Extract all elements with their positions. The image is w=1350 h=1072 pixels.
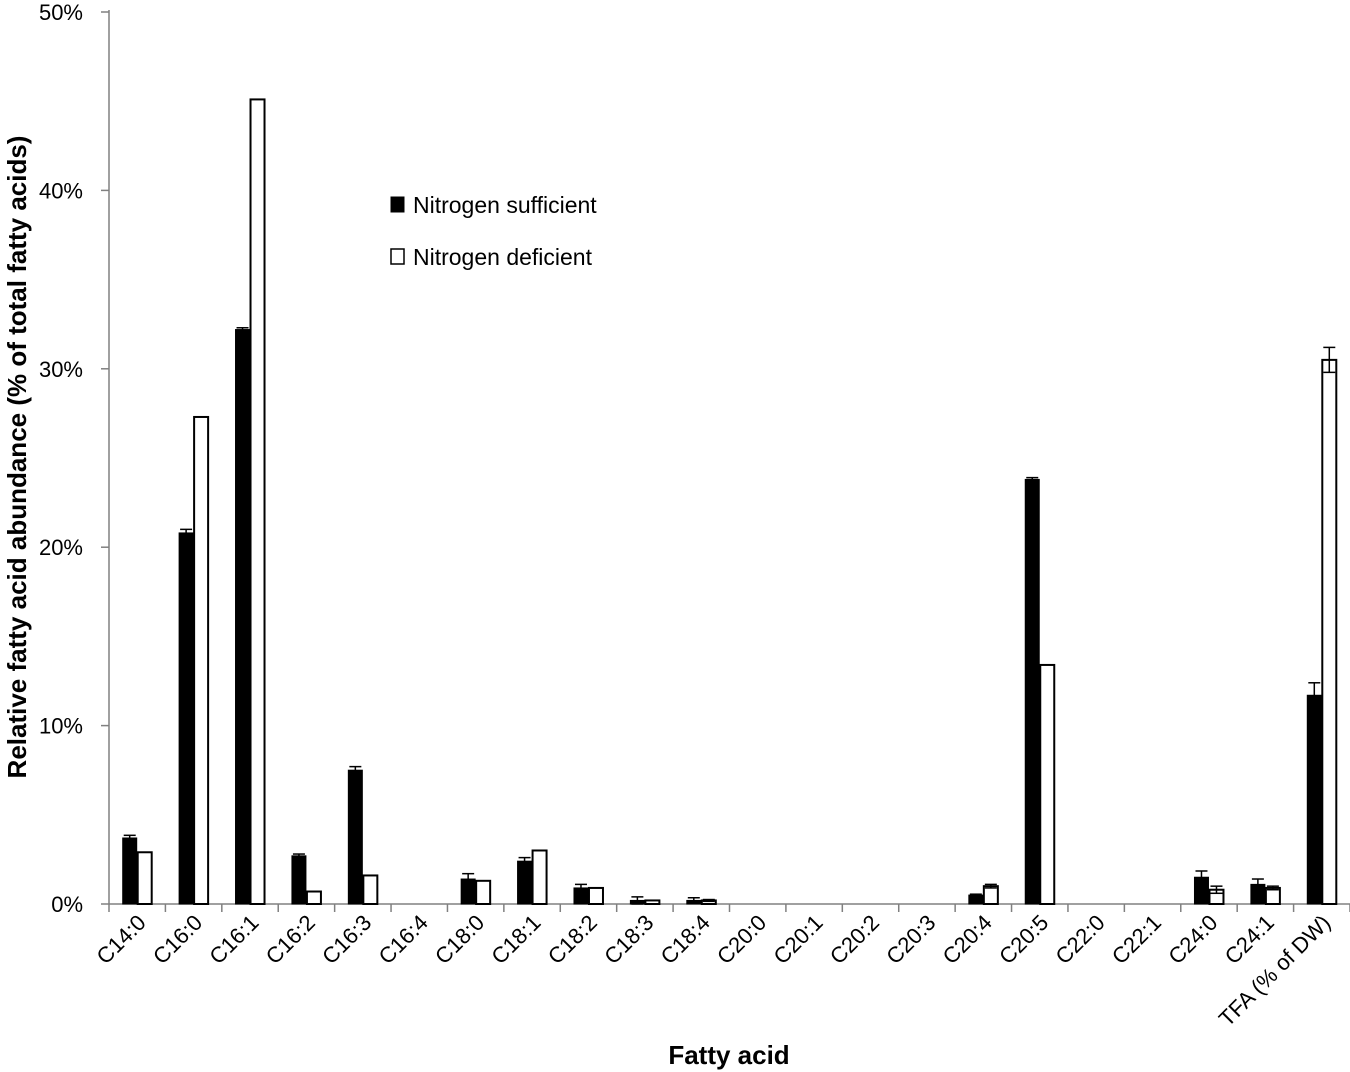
x-tick-label: C18:3 [599, 910, 658, 969]
x-tick-label: C16:2 [261, 910, 320, 969]
x-tick-label: C22:1 [1107, 910, 1166, 969]
x-tick-label: C16:0 [148, 910, 207, 969]
bar-nitrogen-deficient [305, 890, 322, 906]
x-tick-label: C20:4 [938, 910, 997, 969]
bar-nitrogen-sufficient [1306, 694, 1322, 905]
bar-series-group [122, 98, 1338, 906]
legend-label: Nitrogen sufficient [413, 192, 597, 218]
x-tick-label: C20:0 [712, 910, 771, 969]
y-tick-label: 30% [39, 357, 83, 382]
x-tick-label: C14:0 [92, 910, 151, 969]
legend: Nitrogen sufficient Nitrogen deficient [390, 192, 597, 270]
x-axis-title: Fatty acid [668, 1040, 789, 1070]
legend-swatch-nitrogen-deficient [390, 248, 405, 265]
x-tick-label: C16:4 [374, 910, 433, 969]
bar-nitrogen-deficient [587, 886, 604, 905]
y-tick-label: 20% [39, 535, 83, 560]
x-axis: C14:0C16:0C16:1C16:2C16:3C16:4C18:0C18:1… [92, 903, 1350, 1031]
bar-nitrogen-sufficient [122, 837, 138, 905]
y-tick-label: 0% [51, 892, 83, 917]
bar-nitrogen-deficient [475, 879, 492, 905]
y-tick-label: 10% [39, 714, 83, 739]
bar-nitrogen-sufficient [517, 860, 533, 905]
x-tick-label: C16:3 [317, 910, 376, 969]
bar-nitrogen-sufficient [1024, 478, 1040, 905]
bar-nitrogen-deficient [136, 851, 153, 905]
bar-nitrogen-sufficient [291, 855, 307, 905]
bar-nitrogen-deficient [193, 415, 210, 905]
error-bar-group [123, 327, 1336, 905]
bar-nitrogen-deficient [362, 874, 379, 905]
bar-nitrogen-deficient [982, 885, 999, 905]
x-tick-label: C20:1 [768, 910, 827, 969]
x-tick-label: C18:4 [656, 910, 715, 969]
x-tick-label: C18:1 [486, 910, 545, 969]
x-tick-label: C20:5 [994, 910, 1053, 969]
y-axis-title: Relative fatty acid abundance (% of tota… [2, 136, 32, 779]
bar-nitrogen-sufficient [235, 329, 251, 905]
legend-swatch-nitrogen-sufficient [390, 196, 405, 213]
x-tick-label: C20:3 [881, 910, 940, 969]
bar-nitrogen-sufficient [347, 769, 363, 905]
x-tick-label: C22:0 [1050, 910, 1109, 969]
bar-nitrogen-deficient [531, 849, 548, 905]
legend-label: Nitrogen deficient [413, 244, 593, 270]
x-tick-label: C16:1 [204, 910, 263, 969]
bar-nitrogen-deficient [249, 98, 266, 905]
bar-nitrogen-deficient [644, 899, 661, 906]
bar-nitrogen-deficient [1039, 663, 1056, 905]
x-tick-label: C24:0 [1163, 910, 1222, 969]
bar-nitrogen-sufficient [178, 532, 194, 905]
x-tick-label: C20:2 [825, 910, 884, 969]
y-tick-label: 40% [39, 178, 83, 203]
x-tick-label: C18:0 [430, 910, 489, 969]
y-tick-label: 50% [39, 0, 83, 25]
x-tick-label: C18:2 [543, 910, 602, 969]
y-axis: 0% 10% 20% 30% 40% 50% [39, 0, 110, 917]
bar-nitrogen-deficient [1321, 358, 1338, 905]
